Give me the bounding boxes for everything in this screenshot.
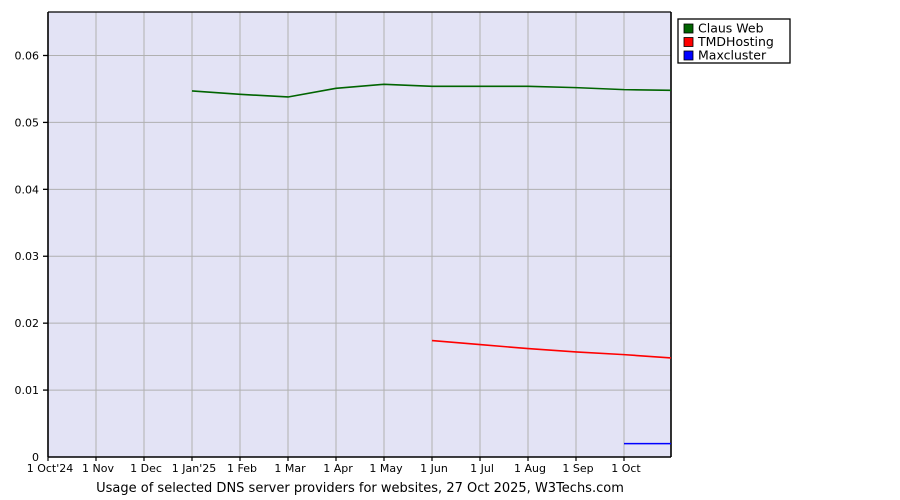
legend-box (677, 18, 791, 64)
series-line-claus-web (191, 83, 672, 98)
x-axis-tick-label: 1 Dec (130, 462, 162, 475)
x-axis-tick-label: 1 Oct'24 (27, 462, 74, 475)
y-axis-tick-label: 0.01 (15, 384, 40, 397)
x-axis-tick-label: 1 Mar (274, 462, 306, 475)
y-axis-tick-label: 0.05 (15, 116, 40, 129)
x-axis-tick-label: 1 Jul (470, 462, 494, 475)
legend-swatch-icon (683, 23, 694, 34)
x-axis-tick-label: 1 Aug (514, 462, 546, 475)
x-axis-tick-label: 1 Oct (611, 462, 641, 475)
x-axis-tick-label: 1 Jun (420, 462, 448, 475)
series-line-tmdhosting (431, 339, 672, 359)
legend-label: Claus Web (698, 21, 764, 36)
y-axis-tick-label: 0.06 (15, 49, 40, 62)
horizontal-gridlines (48, 54, 671, 391)
x-axis-tick-label: 1 Sep (562, 462, 593, 475)
x-axis-tick-label: 1 Feb (227, 462, 257, 475)
y-axis-tick-label: 0.04 (15, 183, 40, 196)
x-axis-tick-label: 1 May (369, 462, 403, 475)
data-series-layer (191, 83, 672, 445)
x-axis-tick-label: 1 Jan'25 (172, 462, 216, 475)
y-axis-tick-label: 0 (32, 451, 39, 464)
x-axis-tick-label: 1 Apr (323, 462, 353, 475)
legend-swatch-icon (683, 50, 694, 61)
x-axis-tick-label: 1 Nov (82, 462, 114, 475)
legend-swatch-icon (683, 37, 694, 47)
y-axis-ticks: 0 0.01 0.02 0.03 0.04 0.05 0.06 (15, 49, 48, 464)
y-axis-tick-label: 0.02 (15, 317, 40, 330)
legend-label: TMDHosting (697, 34, 774, 49)
x-axis-ticks: 1 Oct'24 1 Nov 1 Dec 1 Jan'25 1 Feb 1 Mar 1 Ap… (27, 457, 641, 475)
legend-label: Maxcluster (698, 48, 767, 63)
chart-caption: Usage of selected DNS server providers f… (96, 481, 624, 496)
y-axis-tick-label: 0.03 (15, 250, 40, 263)
